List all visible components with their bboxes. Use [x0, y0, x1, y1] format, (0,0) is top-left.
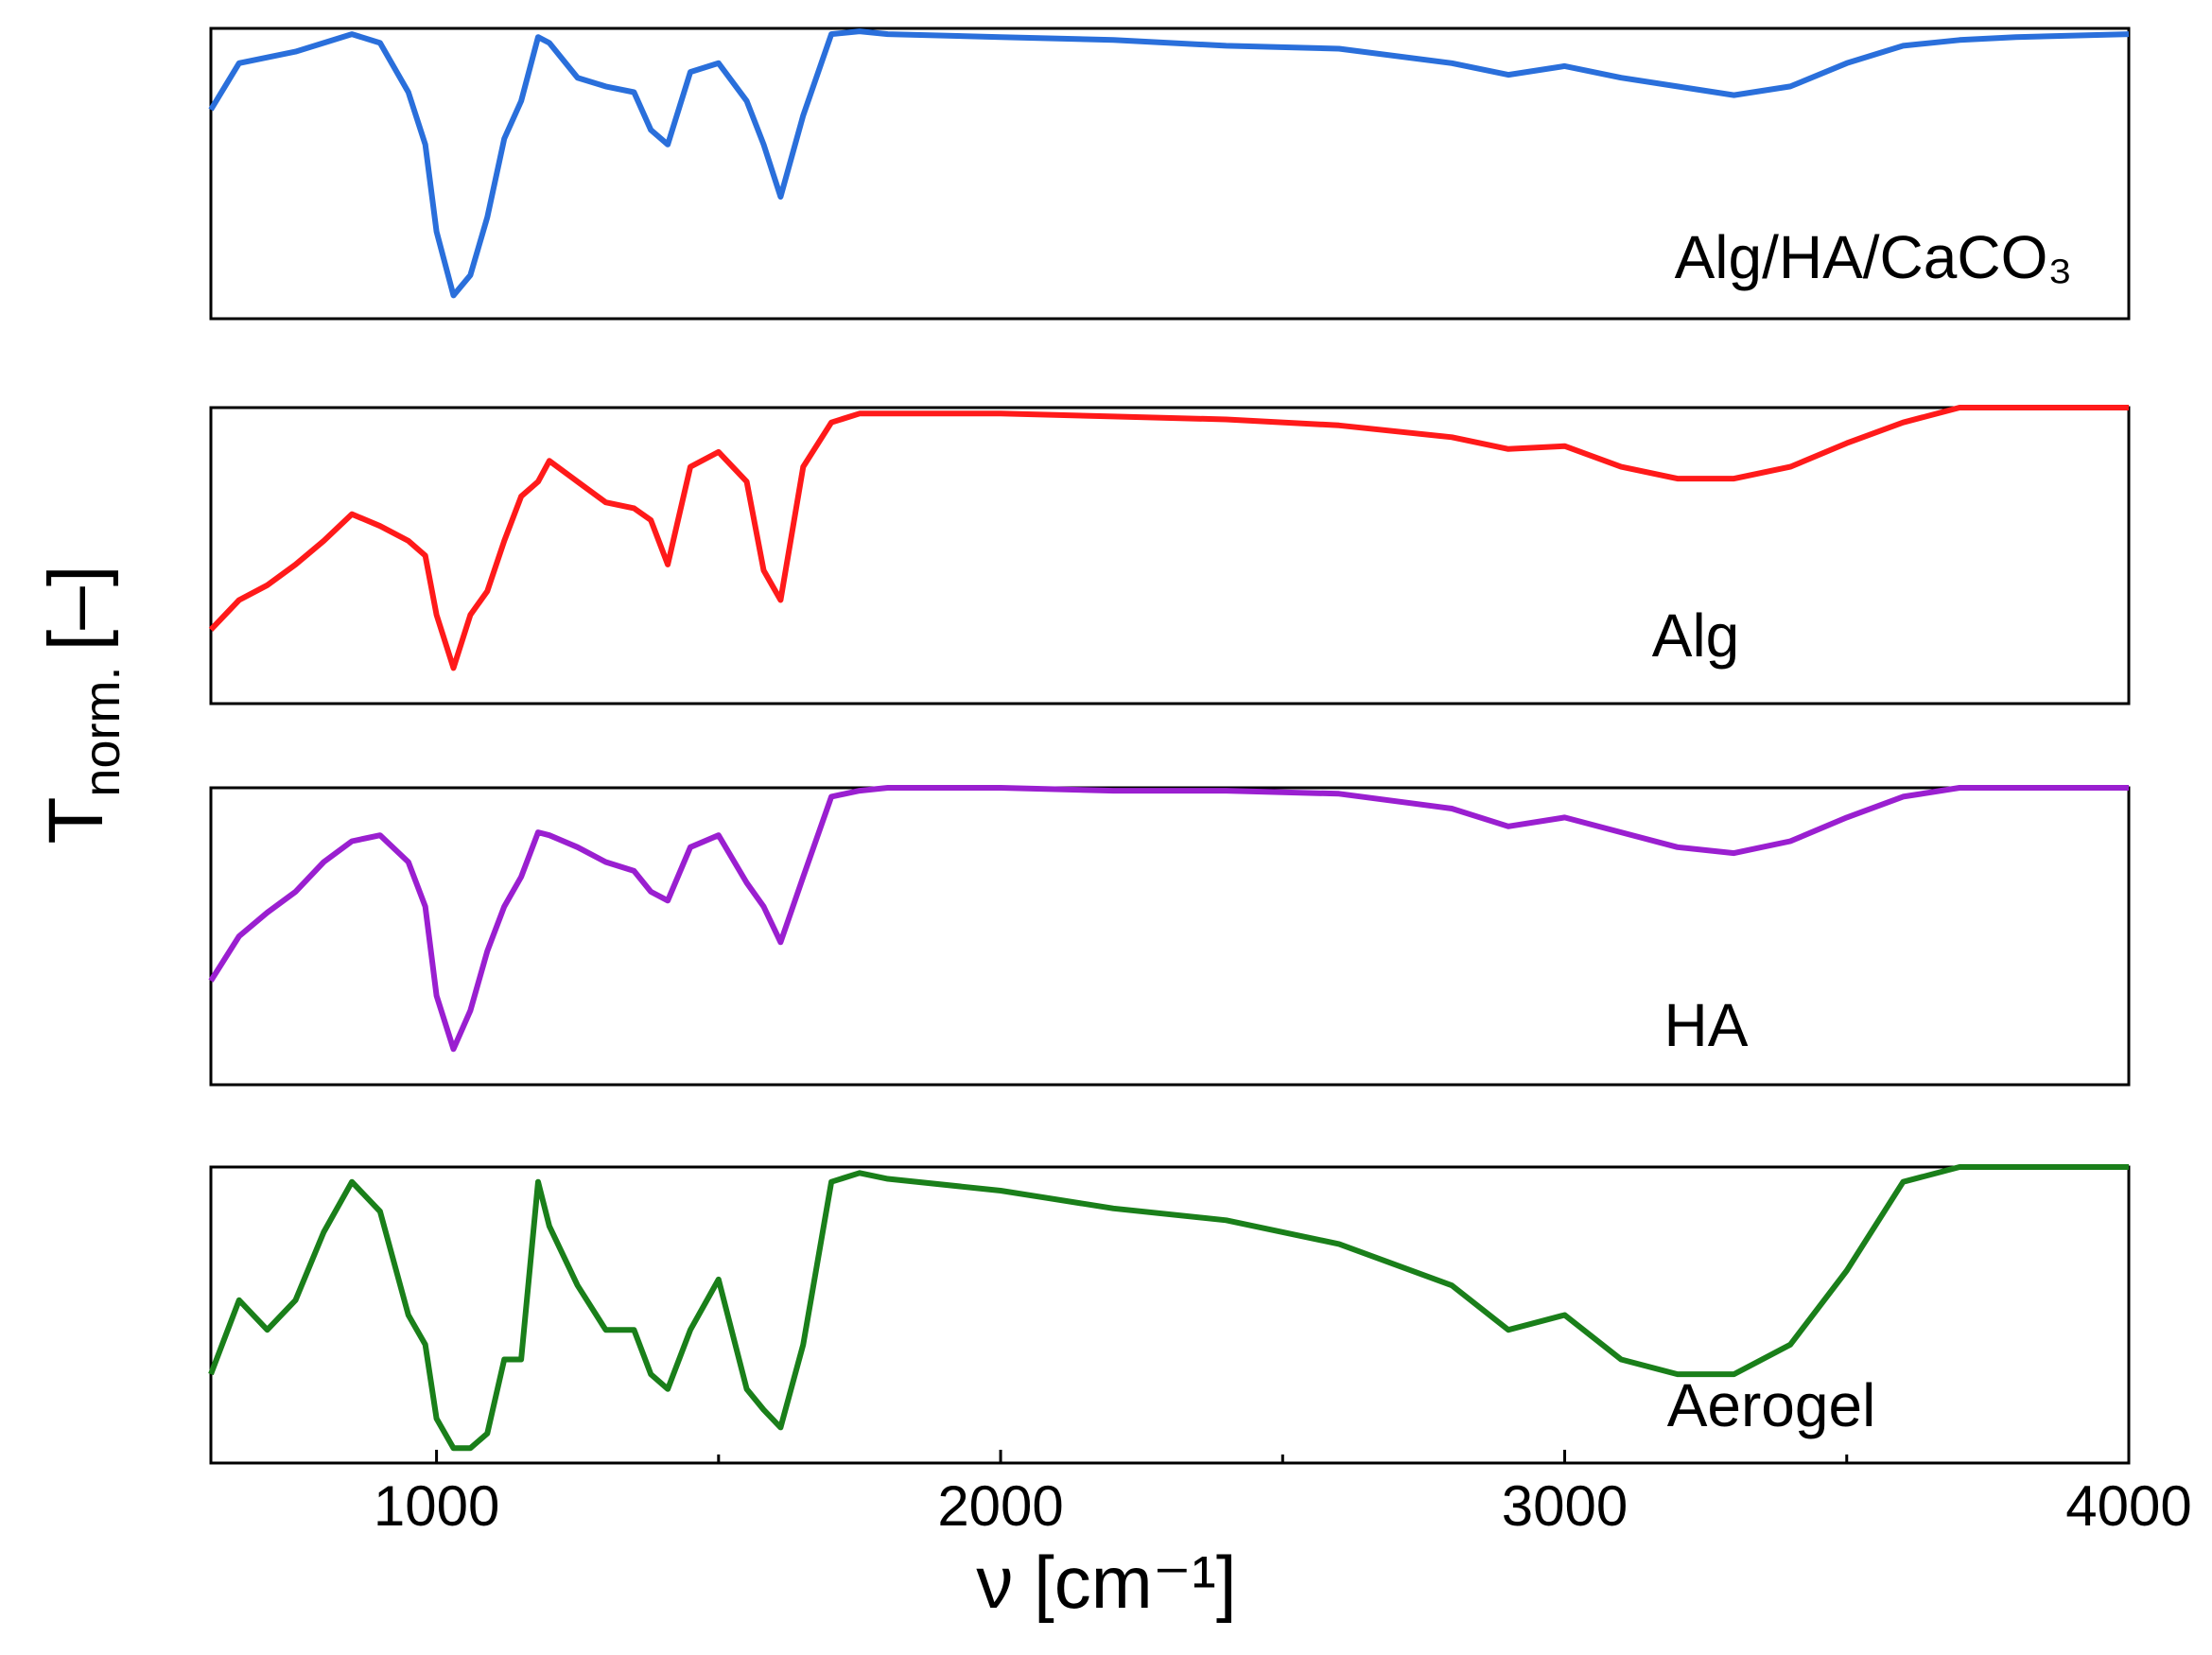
spectrum-line — [208, 28, 2130, 299]
y-label-main: T — [33, 797, 119, 845]
panel-frame — [209, 1165, 2131, 1465]
panel-frame — [209, 786, 2131, 1087]
x-axis-label: ν [cm⁻¹] — [976, 1541, 1236, 1624]
x-tick-label: 4000 — [2065, 1474, 2191, 1538]
y-axis-label: Tnorm. [–] — [33, 565, 131, 844]
panel-frame — [209, 26, 2131, 321]
series-label: Aerogel — [1667, 1371, 1876, 1439]
y-label-subscript: norm. — [74, 667, 131, 797]
series-label: Alg/HA/CaCO₃ — [1675, 223, 2073, 291]
panel-frame — [209, 406, 2131, 706]
spectrum-line — [208, 1164, 2129, 1452]
x-tick-label: 2000 — [937, 1474, 1063, 1538]
spectrum-line — [208, 405, 2129, 671]
x-tick-label: 1000 — [374, 1474, 499, 1538]
y-label-unit: [–] — [33, 565, 119, 651]
x-tick-label: 3000 — [1502, 1474, 1628, 1538]
series-label: HA — [1664, 991, 1749, 1059]
series-label: Alg — [1652, 601, 1740, 670]
spectrum-line — [208, 785, 2129, 1053]
